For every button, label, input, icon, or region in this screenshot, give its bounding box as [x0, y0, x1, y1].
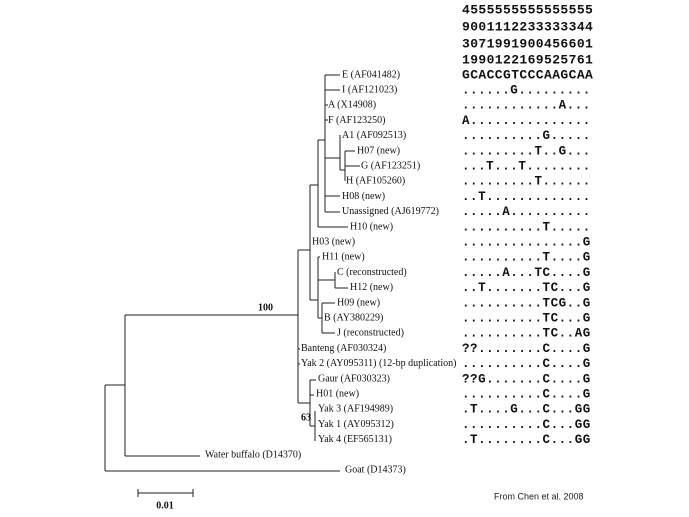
sequence: ............A... — [462, 99, 591, 113]
sequence: A............... — [462, 114, 591, 128]
sequence: ..........G..... — [462, 129, 591, 143]
taxon-label: H08 (new) — [342, 191, 385, 202]
taxon-label: Gaur (AF030323) — [318, 373, 390, 384]
scale-bar-label: 0.01 — [156, 500, 174, 511]
taxon-label: H10 (new) — [350, 221, 393, 232]
taxon-label: C (reconstructed) — [337, 267, 407, 278]
position-header: 4555555555555555 — [462, 2, 593, 17]
sequence: ..........TCG..G — [462, 296, 591, 310]
taxon-label: Yak 3 (AF194989) — [318, 404, 393, 415]
taxon-label: H03 (new) — [312, 236, 355, 247]
position-header: 3071991900456601 — [462, 36, 593, 51]
taxon-label: H11 (new) — [322, 252, 365, 263]
sequence: ..........TC..AG — [462, 327, 591, 341]
sequence: ..........T....G — [462, 251, 591, 265]
sequence: ..........C....G — [462, 357, 591, 371]
taxon-label: Unassigned (AJ619772) — [342, 206, 439, 217]
sequence: .T....G...C...GG — [462, 403, 591, 417]
sequence: ??........C....G — [462, 342, 591, 356]
sequence: ......G......... — [462, 83, 591, 97]
credit: From Chen et al. 2008 — [494, 491, 584, 501]
taxon-label: J (reconstructed) — [337, 328, 404, 339]
taxon-label: H09 (new) — [337, 297, 380, 308]
taxon-label: H07 (new) — [357, 145, 400, 156]
sequence: ...............G — [462, 235, 591, 249]
bootstrap-value: 100 — [258, 302, 273, 313]
taxon-label: I (AF121023) — [342, 84, 397, 95]
position-header: 1990122169525761 — [462, 52, 593, 67]
sequence: ..........C...GG — [462, 418, 591, 432]
sequence: ...T...T........ — [462, 159, 591, 173]
taxon-label: Yak 4 (EF565131) — [318, 434, 392, 445]
sequence: .....A.......... — [462, 205, 591, 219]
sequence: .........T...... — [462, 175, 591, 189]
sequence: .........T..G... — [462, 144, 591, 158]
taxon-label: F (AF123250) — [328, 115, 386, 126]
sequence: .T........C...GG — [462, 433, 591, 447]
taxon-label: H (AF105260) — [346, 176, 405, 187]
sequence: ..........C....G — [462, 387, 591, 401]
sequence: ..T.......TC...G — [462, 281, 591, 295]
taxon-label: H12 (new) — [350, 282, 393, 293]
taxon-label: A (X14908) — [328, 100, 376, 111]
sequence: .....A...TC....G — [462, 266, 591, 280]
sequence: GCACCGTCCCAAGCAA — [462, 67, 593, 82]
sequence: ..........T..... — [462, 220, 591, 234]
taxon-label: Yak 2 (AY095311) (12-bp duplication) — [301, 358, 456, 369]
taxon-label: H01 (new) — [316, 388, 359, 399]
sequence: ??G.......C....G — [462, 372, 591, 386]
sequence: ..........TC...G — [462, 311, 591, 325]
taxon-label: A1 (AF092513) — [342, 130, 406, 141]
sequence: ..T............. — [462, 190, 591, 204]
taxon-label: Yak 1 (AY095312) — [318, 419, 394, 430]
tree — [104, 74, 360, 497]
taxon-label: E (AF041482) — [342, 69, 400, 80]
taxon-label: Banteng (AF030324) — [301, 343, 386, 354]
position-header: 9001112233333344 — [462, 19, 593, 34]
taxon-label: Goat (D14373) — [345, 464, 406, 475]
taxon-label: Water buffalo (D14370) — [205, 449, 301, 460]
bootstrap-value: 63 — [301, 412, 311, 423]
taxon-label: B (AY380229) — [324, 312, 383, 323]
taxon-label: G (AF123251) — [361, 160, 420, 171]
